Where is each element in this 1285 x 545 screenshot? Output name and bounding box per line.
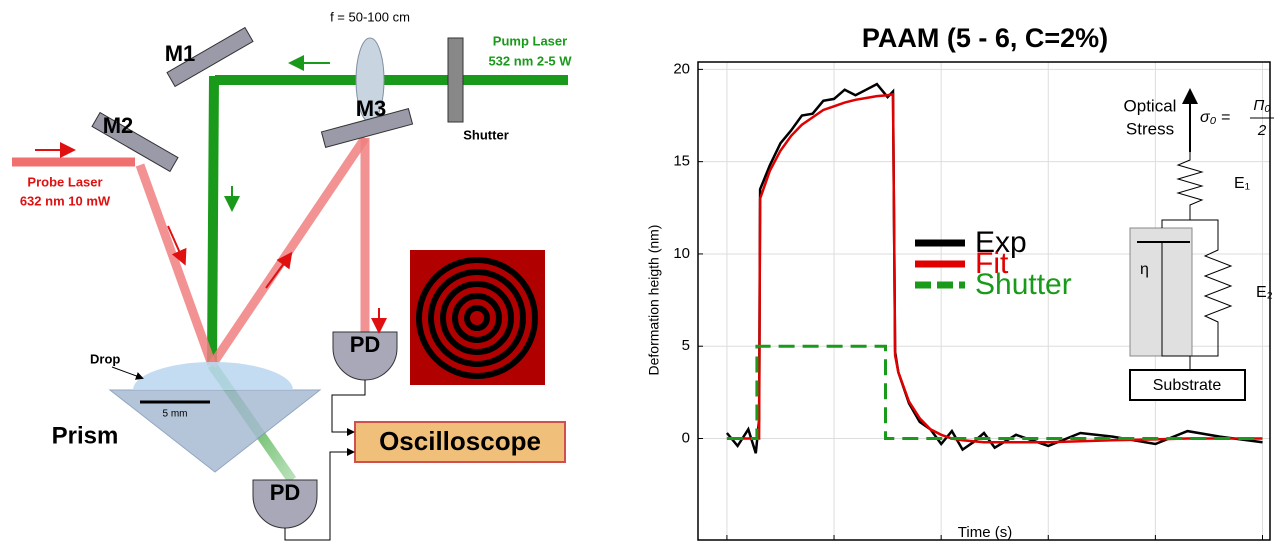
y-tick-label: 10	[673, 245, 690, 262]
label: M2	[103, 113, 134, 138]
label: Probe Laser	[27, 174, 102, 189]
label: Prism	[52, 422, 119, 449]
y-tick-label: 0	[682, 429, 690, 446]
x-axis-label: Time (s)	[958, 524, 1012, 541]
label: 5 mm	[163, 409, 188, 420]
label: PD	[350, 332, 381, 357]
mirror	[166, 26, 254, 88]
dashpot	[1129, 227, 1193, 357]
arrow	[265, 251, 293, 289]
inset-label: E₁	[1234, 175, 1250, 192]
arrow	[111, 366, 144, 380]
x-tick-label: 0.5	[1252, 544, 1273, 545]
drop	[133, 362, 293, 390]
substrate	[1129, 369, 1246, 401]
inset-formula: σ₀ =	[1200, 109, 1230, 126]
label: Pump Laser	[493, 33, 567, 48]
photodiode	[252, 479, 318, 529]
inset-label: Optical	[1124, 96, 1177, 115]
x-tick-label: 0.1	[824, 544, 845, 545]
x-tick-label: 0.4	[1145, 544, 1166, 545]
probe-beam	[135, 163, 217, 367]
label: M1	[165, 41, 196, 66]
inset-model: Optical Stress σ₀ = Π₀ 2 E₁ E₂ η Substra…	[1124, 88, 1274, 401]
inset-formula: 2	[1257, 122, 1267, 139]
x-tick-label: 0.2	[931, 544, 952, 545]
label: 532 nm 2-5 W	[488, 53, 572, 68]
pump-beam	[207, 75, 219, 366]
inset-label: Substrate	[1153, 377, 1222, 394]
label: M3	[356, 96, 387, 121]
label: PD	[270, 480, 301, 505]
oscilloscope-box	[354, 421, 566, 463]
cable	[331, 380, 366, 436]
inset-label: E₂	[1256, 284, 1273, 301]
mirror	[320, 108, 414, 148]
legend-label: Shutter	[975, 268, 1072, 301]
x-tick-label: 0.0	[716, 544, 737, 545]
arrow	[167, 225, 187, 266]
label: 632 nm 10 mW	[20, 193, 111, 208]
fringe-rings	[416, 257, 538, 379]
setup-diagram: f = 50-100 cm Pump Laser 532 nm 2-5 W M1…	[12, 9, 572, 541]
label: Drop	[90, 351, 120, 366]
cable	[284, 448, 355, 541]
probe-beam	[208, 135, 369, 368]
mirror	[91, 111, 179, 173]
label: Oscilloscope	[379, 426, 541, 456]
y-axis-label: Deformation heigth (nm)	[646, 225, 662, 376]
inset-formula: Π₀	[1253, 97, 1270, 114]
spring	[1161, 219, 1233, 357]
label: Shutter	[463, 127, 509, 142]
y-tick-label: 15	[673, 153, 690, 170]
photodiode	[332, 331, 398, 381]
shutter	[447, 37, 464, 123]
inset-label: η	[1140, 261, 1149, 278]
label: f = 50-100 cm	[330, 9, 410, 24]
series-line	[726, 92, 1263, 444]
chart-title: PAAM (5 - 6, C=2%)	[862, 23, 1108, 53]
y-tick-label: 5	[682, 337, 690, 354]
spring	[1161, 152, 1204, 228]
legend-label: Exp	[975, 226, 1027, 259]
plot-frame	[697, 61, 1271, 541]
series-line	[726, 344, 1263, 440]
legend-label: Fit	[975, 247, 1009, 280]
y-tick-label: 20	[673, 60, 690, 77]
inset-label: Stress	[1126, 119, 1174, 138]
x-tick-label: 0.3	[1038, 544, 1059, 545]
